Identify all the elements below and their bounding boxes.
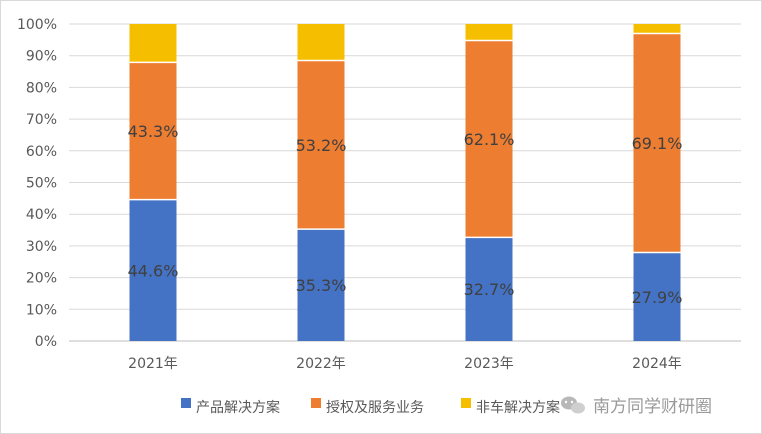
y-tick-label: 0% [35,334,57,350]
y-tick-label: 90% [26,49,57,65]
watermark-text: 南方同学财研圈 [593,397,712,417]
x-tick-label: 2023年 [464,356,514,372]
legend-entry: 授权及服务业务 [326,400,424,416]
bar-segment [465,24,513,41]
bar-segment [297,24,345,61]
data-label: 32.7% [464,280,515,299]
bar-segment [297,229,345,341]
legend-entry: 非车解决方案 [476,399,560,416]
data-label: 35.3% [296,276,347,295]
bar-segment [465,40,513,238]
y-tick-label: 40% [26,207,57,223]
legend-entry: 产品解决方案 [196,399,280,416]
bar-segment [465,237,513,341]
y-tick-label: 30% [26,239,57,255]
y-tick-label: 60% [26,144,57,160]
bar-segment [129,24,177,63]
y-tick-label: 80% [26,80,57,96]
bar-segment [633,252,681,341]
bar-segment [633,24,681,34]
legend-swatch [311,398,321,408]
data-label: 27.9% [632,288,683,307]
bar-segment [129,62,177,200]
y-tick-label: 10% [26,302,57,318]
legend-swatch [181,398,191,408]
x-tick-label: 2021年 [128,356,178,372]
data-label: 62.1% [464,130,515,149]
y-tick-label: 70% [26,112,57,128]
watermark: 南方同学财研圈 [561,396,712,417]
bar-segment [297,60,345,230]
data-labels: 44.6% 43.3% 35.3% 53.2% 32.7% 62.1% 27.9% 69.1% [128,122,683,307]
x-tick-label: 2022年 [296,356,346,372]
data-label: 69.1% [632,134,683,153]
y-tick-label: 20% [26,271,57,287]
y-axis-ticks: 0% 10% 20% 30% 40% 50% 60% 70% 80% 90% 100% [17,17,57,350]
x-tick-label: 2024年 [632,356,682,372]
legend: 产品解决方案 授权及服务业务 非车解决方案 [181,398,560,416]
legend-swatch [461,398,471,408]
bars [129,24,681,341]
gridlines [69,23,741,342]
wechat-bubble-icon [561,396,585,414]
data-label: 44.6% [128,261,179,280]
data-label: 43.3% [128,122,179,141]
bar-segment [633,33,681,253]
y-tick-label: 100% [17,17,57,33]
y-tick-label: 50% [26,176,57,192]
x-axis-ticks: 2021年 2022年 2023年 2024年 [128,356,682,372]
data-label: 53.2% [296,136,347,155]
bar-segment [129,199,177,341]
